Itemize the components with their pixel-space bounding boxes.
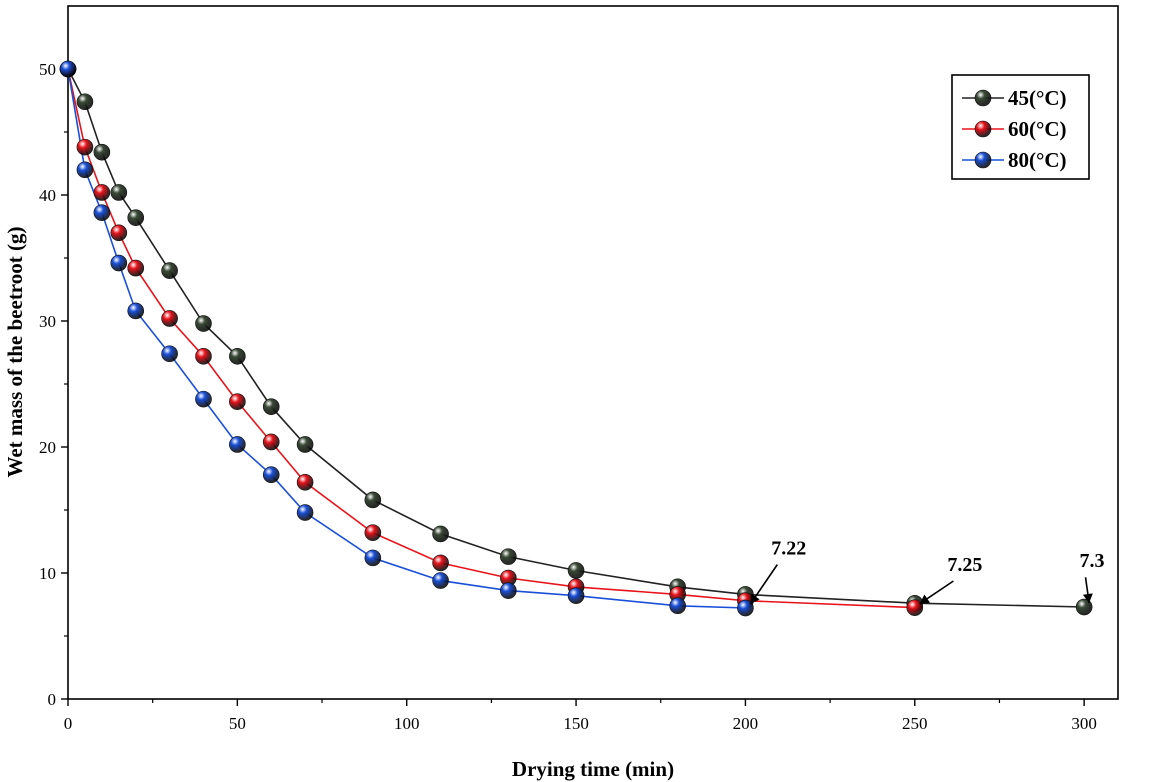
y-tick-label: 10 [39, 564, 56, 583]
data-point [262, 433, 280, 451]
data-point [296, 436, 314, 453]
data-point [127, 259, 145, 277]
data-point [161, 262, 178, 279]
data-point [364, 491, 382, 509]
annotation-layer: 7.22 7.25 7.3 [749, 538, 1105, 605]
x-tick-label: 300 [1071, 714, 1097, 733]
data-point [296, 473, 314, 491]
data-point [195, 347, 212, 365]
data-point [161, 345, 178, 363]
plot-frame [67, 5, 1119, 700]
data-point [906, 599, 924, 616]
axis-ticks: 0 50 100 150 200 250 300 0 10 20 30 40 50 [39, 60, 1097, 733]
x-tick-label: 200 [733, 714, 759, 733]
series-line [67, 68, 1085, 608]
legend-marker [974, 120, 992, 138]
x-tick-label: 150 [563, 714, 589, 733]
y-tick-label: 0 [48, 690, 57, 709]
series-line [67, 68, 746, 609]
y-tick-label: 50 [39, 60, 56, 79]
data-point [669, 597, 686, 615]
legend-items: 45(°C) 60(°C) 80(°C) [962, 86, 1067, 172]
data-point [229, 393, 246, 410]
data-point [93, 143, 111, 161]
data-point [195, 390, 212, 408]
data-point [737, 599, 754, 617]
data-point [127, 302, 145, 320]
data-point [567, 587, 585, 604]
data-point [110, 254, 128, 272]
data-point [1075, 598, 1093, 616]
data-point [93, 184, 111, 201]
series-layer [59, 60, 1093, 617]
legend-label: 45(°C) [1008, 86, 1067, 110]
annotation-arrowhead [1082, 593, 1093, 604]
legend-label: 60(°C) [1008, 117, 1067, 141]
data-point [500, 582, 517, 599]
data-point [262, 466, 280, 484]
data-point [229, 347, 246, 365]
data-point [432, 572, 449, 589]
data-point [110, 224, 128, 242]
x-tick-label: 250 [902, 714, 928, 733]
annotation-label: 7.3 [1080, 550, 1105, 572]
legend-marker [974, 151, 992, 169]
x-axis-title: Drying time (min) [512, 757, 674, 781]
data-point [364, 524, 382, 541]
data-point [296, 504, 314, 521]
x-tick-label: 50 [229, 714, 246, 733]
data-point [432, 525, 449, 543]
data-point [76, 138, 94, 156]
legend: 45(°C) 60(°C) 80(°C) [951, 74, 1090, 180]
data-point [432, 554, 449, 572]
data-point [229, 436, 246, 453]
data-point [59, 60, 77, 78]
data-point [76, 93, 94, 111]
data-point [127, 209, 145, 226]
legend-marker [974, 89, 992, 107]
y-tick-label: 40 [39, 186, 56, 205]
data-point [262, 398, 280, 415]
x-tick-label: 0 [64, 714, 73, 733]
data-point [110, 184, 128, 201]
data-point [364, 549, 382, 567]
series-line [67, 68, 915, 609]
legend-label: 80(°C) [1008, 148, 1067, 172]
x-tick-label: 100 [394, 714, 420, 733]
y-tick-label: 30 [39, 312, 56, 331]
data-point [567, 562, 585, 579]
annotation-label: 7.25 [947, 554, 982, 576]
data-point [195, 315, 212, 332]
y-tick-label: 20 [39, 438, 56, 457]
annotation-arrowhead [750, 593, 760, 605]
y-axis-title: Wet mass of the beetroot (g) [3, 227, 27, 478]
data-point [500, 548, 517, 565]
data-point [93, 204, 111, 221]
annotation-label: 7.22 [771, 538, 806, 560]
data-point [161, 310, 178, 327]
annotation-arrowhead [919, 594, 930, 604]
data-point [76, 161, 94, 179]
legend-box [951, 74, 1090, 180]
